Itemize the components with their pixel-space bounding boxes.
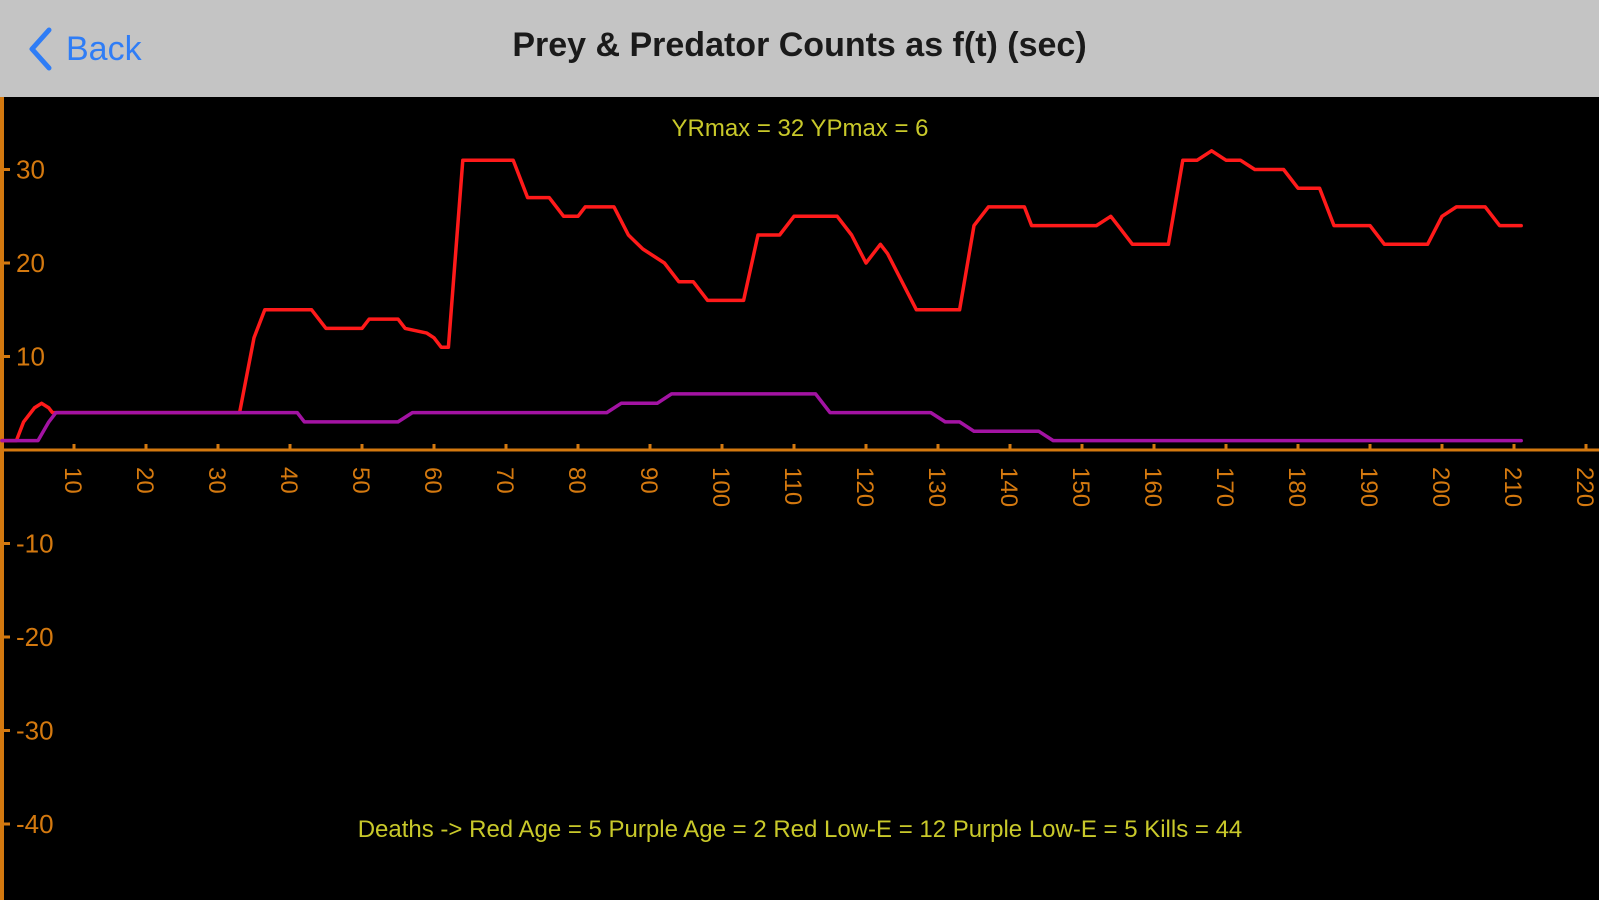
y-tick-label: 10	[16, 342, 45, 372]
chart-title: YRmax = 32 YPmax = 6	[671, 115, 928, 142]
x-tick-label: 180	[1283, 467, 1310, 507]
back-button[interactable]: Back	[28, 26, 142, 72]
x-tick-label: 40	[275, 467, 302, 494]
x-tick-label: 30	[203, 467, 230, 494]
chart-footer: Deaths -> Red Age = 5 Purple Age = 2 Red…	[358, 816, 1243, 843]
x-tick-label: 170	[1211, 467, 1238, 507]
page-title: Prey & Predator Counts as f(t) (sec)	[512, 26, 1087, 64]
series-layer	[0, 149, 1523, 443]
x-tick-label: 140	[995, 467, 1022, 507]
x-ticks: 10 20 30 40 50 60 70 80 90 100 110 120 130 140 150 160 1…	[59, 444, 1598, 507]
predator-series-line	[0, 392, 1523, 443]
x-tick-label: 150	[1067, 467, 1094, 507]
y-tick-label: -40	[16, 809, 54, 839]
x-tick-label: 130	[923, 467, 950, 507]
x-tick-label: 210	[1499, 467, 1526, 507]
chevron-left-icon	[29, 27, 52, 71]
x-tick-label: 80	[563, 467, 590, 494]
x-tick-label: 70	[491, 467, 518, 494]
x-tick-label: 20	[131, 467, 158, 494]
x-tick-label: 110	[779, 467, 806, 505]
x-tick-label: 120	[851, 467, 878, 507]
y-tick-label: 30	[16, 155, 45, 185]
x-tick-label: 10	[59, 467, 86, 494]
x-tick-label: 200	[1427, 467, 1454, 507]
x-tick-label: 160	[1139, 467, 1166, 507]
navigation-bar: Back Prey & Predator Counts as f(t) (sec…	[0, 0, 1599, 97]
x-tick-label: 50	[347, 467, 374, 494]
y-ticks: 30 20 10 -10 -20 -30 -40	[2, 155, 54, 839]
y-tick-label: -20	[16, 622, 54, 652]
population-chart: 10 20 30 40 50 60 70 80 90 100 110 120 130 140 150 160 1…	[0, 97, 1599, 900]
x-tick-label: 60	[419, 467, 446, 494]
y-tick-label: -10	[16, 529, 54, 559]
y-tick-label: 20	[16, 248, 45, 278]
x-tick-label: 220	[1571, 467, 1598, 507]
chart-area: 10 20 30 40 50 60 70 80 90 100 110 120 130 140 150 160 1…	[0, 97, 1599, 900]
x-tick-label: 90	[635, 467, 662, 494]
back-button-label: Back	[66, 29, 142, 68]
x-tick-label: 100	[707, 467, 734, 507]
y-tick-label: -30	[16, 716, 54, 746]
prey-series-line	[0, 149, 1523, 443]
x-tick-label: 190	[1355, 467, 1382, 507]
